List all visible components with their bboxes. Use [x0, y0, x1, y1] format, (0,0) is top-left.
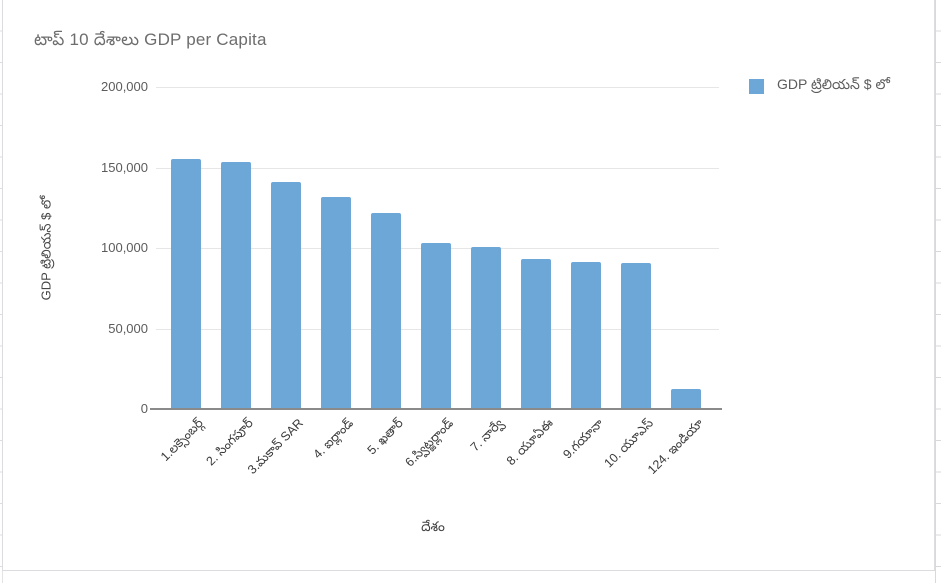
chart-title: టాప్ 10 దేశాలు GDP per Capita: [34, 30, 267, 49]
gridline: [156, 87, 719, 88]
spreadsheet-grid-right: [935, 0, 941, 583]
chart-card[interactable]: టాప్ 10 దేశాలు GDP per Capita GDP ట్రిలి…: [2, 0, 935, 571]
legend-label: GDP ట్రిలియన్ $ లో: [777, 76, 890, 92]
plot-area: [150, 87, 722, 410]
legend-swatch: [749, 78, 764, 94]
bar-9[interactable]: [571, 261, 601, 408]
bar-4[interactable]: [321, 197, 351, 408]
x-axis-title: దేశం: [421, 519, 445, 534]
legend[interactable]: GDP ట్రిలియన్ $ లో: [749, 76, 890, 96]
bar-1[interactable]: [171, 158, 201, 408]
bar-2[interactable]: [221, 161, 251, 408]
bar-6[interactable]: [421, 242, 451, 408]
bar-5[interactable]: [371, 213, 401, 408]
y-tick-label: 0: [140, 401, 148, 416]
y-tick-label: 100,000: [101, 240, 148, 255]
y-tick-label: 150,000: [101, 159, 148, 175]
gridline: [156, 167, 719, 169]
bar-10[interactable]: [621, 263, 651, 408]
y-tick-label: 200,000: [101, 79, 148, 94]
x-axis-baseline: [150, 408, 722, 410]
y-tick-label: 50,000: [108, 320, 148, 336]
bar-3[interactable]: [271, 181, 301, 408]
bar-7[interactable]: [471, 247, 501, 408]
y-axis-title: GDP ట్రిలియన్ $ లో: [38, 195, 54, 301]
bar-11[interactable]: [671, 388, 701, 408]
spreadsheet-grid-bottom: [0, 572, 941, 583]
bar-8[interactable]: [521, 259, 551, 408]
